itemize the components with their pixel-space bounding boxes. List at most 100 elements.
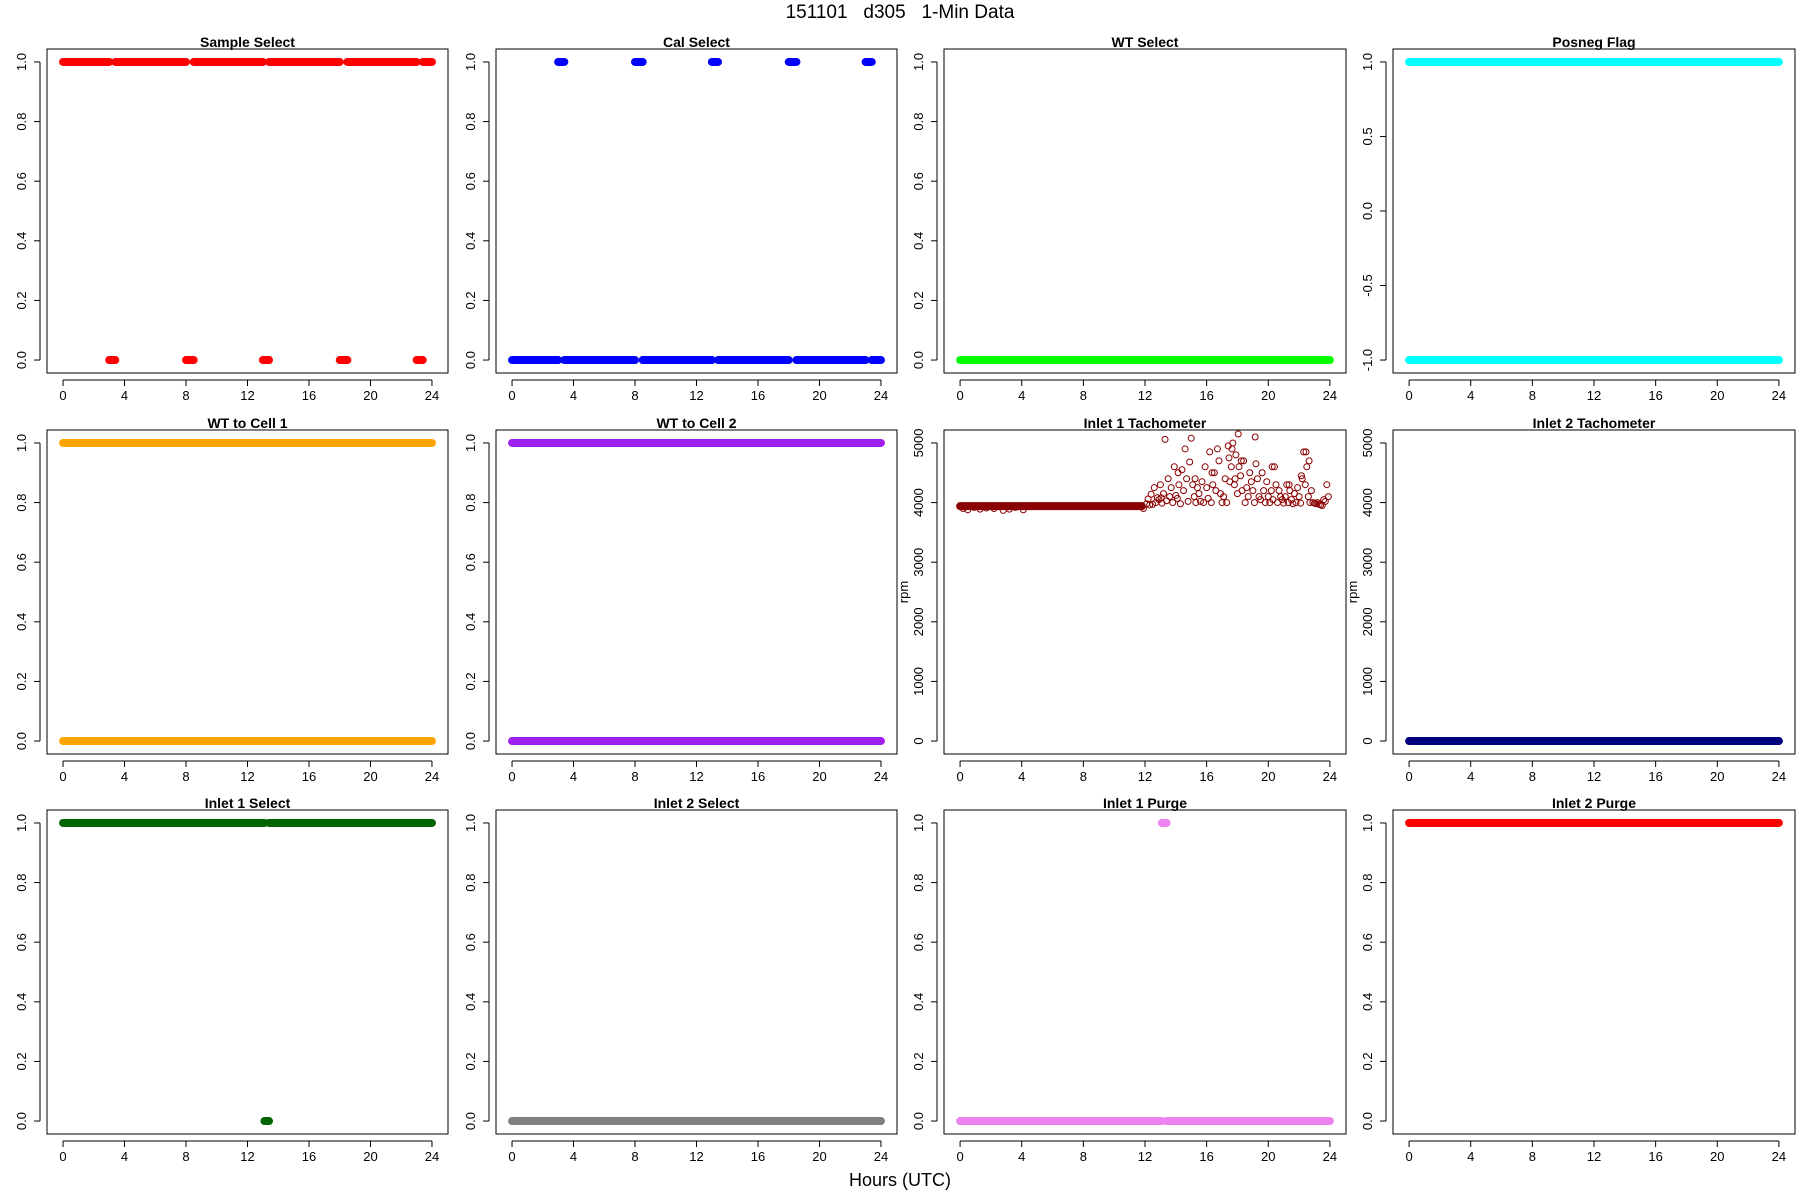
inlet-1-tachometer-data-point xyxy=(1150,484,1158,492)
inlet-1-purge-x-tick-label: 24 xyxy=(1323,1149,1337,1164)
inlet-1-purge-x-tick-label: 16 xyxy=(1199,1149,1213,1164)
inlet-1-tachometer-data-point xyxy=(1240,457,1248,465)
inlet-1-tachometer-data-point xyxy=(964,506,972,514)
inlet-2-tachometer-x-tick-label: 8 xyxy=(1529,769,1536,784)
wt-select-y-tick-label: 0.8 xyxy=(911,113,926,131)
inlet-2-tachometer-y-label: rpm xyxy=(1345,581,1360,603)
inlet-1-purge-y-tick-label: 0.2 xyxy=(911,1052,926,1070)
inlet-2-tachometer-x-tick-label: 16 xyxy=(1648,769,1662,784)
inlet-2-tachometer-title: Inlet 2 Tachometer xyxy=(1533,415,1656,431)
wt-select-y-tick-label: 0.6 xyxy=(911,172,926,190)
inlet-1-tachometer-data-point xyxy=(1272,481,1280,489)
inlet-1-select-y-tick-label: 0.0 xyxy=(14,1112,29,1130)
posneg-flag-title: Posneg Flag xyxy=(1552,34,1635,50)
inlet-1-tachometer-x-tick-label: 20 xyxy=(1261,769,1275,784)
inlet-2-select-panel: Inlet 2 Select 0 4 8 12 16 20 24 0.0 0.2 0.4 0.6 0.8… xyxy=(463,795,898,1164)
posneg-flag-frame xyxy=(1392,48,1796,374)
inlet-2-purge-y-tick-label: 0.8 xyxy=(1360,874,1375,892)
inlet-1-tachometer-data-point xyxy=(1285,481,1293,489)
wt-to-cell-2-x-tick-label: 8 xyxy=(631,769,638,784)
inlet-1-purge-x-tick-label: 0 xyxy=(956,1149,963,1164)
inlet-1-tachometer-data-point xyxy=(1227,463,1235,471)
inlet-1-tachometer-data-point xyxy=(1283,481,1291,489)
inlet-1-tachometer-data-point xyxy=(1252,460,1260,468)
sample-select-x-tick-label: 8 xyxy=(182,388,189,403)
inlet-1-purge-y-tick-label: 0.6 xyxy=(911,933,926,951)
inlet-2-tachometer-x-tick-label: 12 xyxy=(1587,769,1601,784)
inlet-1-tachometer-data-point xyxy=(1270,463,1278,471)
inlet-2-select-x-tick-label: 4 xyxy=(570,1149,577,1164)
inlet-2-select-x-tick-label: 16 xyxy=(751,1149,765,1164)
posneg-flag-y-tick-label: 1.0 xyxy=(1360,53,1375,71)
inlet-2-select-y-tick-label: 0.6 xyxy=(463,933,478,951)
wt-to-cell-1-x-tick-label: 16 xyxy=(302,769,316,784)
inlet-1-tachometer-data-point xyxy=(1173,494,1181,502)
inlet-1-tachometer-data-point xyxy=(1230,481,1238,489)
inlet-1-tachometer-data-point xyxy=(1175,481,1183,489)
inlet-2-purge-x-tick-label: 16 xyxy=(1648,1149,1662,1164)
inlet-2-tachometer-y-tick-label: 2000 xyxy=(1360,607,1375,636)
inlet-2-purge-x-tick-label: 20 xyxy=(1710,1149,1724,1164)
inlet-1-tachometer-data-point xyxy=(1170,463,1178,471)
inlet-1-tachometer-data-point xyxy=(1200,499,1208,507)
wt-select-y-tick-label: 0.4 xyxy=(911,232,926,250)
wt-to-cell-1-frame xyxy=(46,429,449,755)
inlet-2-purge-y-tick-label: 0.4 xyxy=(1360,993,1375,1011)
inlet-1-purge-title: Inlet 1 Purge xyxy=(1103,795,1187,811)
inlet-1-tachometer-x-tick-label: 24 xyxy=(1323,769,1337,784)
inlet-1-tachometer-data-point xyxy=(1275,487,1283,495)
inlet-2-tachometer-frame xyxy=(1392,429,1796,755)
inlet-2-tachometer-x-tick-label: 0 xyxy=(1405,769,1412,784)
wt-to-cell-1-y-tick-label: 0.2 xyxy=(14,672,29,690)
inlet-1-tachometer-data-point xyxy=(1260,487,1268,495)
inlet-1-tachometer-data-point xyxy=(1280,499,1288,507)
inlet-2-select-x-tick-label: 8 xyxy=(631,1149,638,1164)
inlet-1-tachometer-data-point xyxy=(1304,493,1312,501)
sample-select-y-tick-label: 0.6 xyxy=(14,172,29,190)
inlet-2-purge-x-tick-label: 12 xyxy=(1587,1149,1601,1164)
posneg-flag-x-tick-label: 12 xyxy=(1587,388,1601,403)
inlet-1-tachometer-data-point xyxy=(1187,434,1195,442)
wt-to-cell-2-title: WT to Cell 2 xyxy=(656,415,736,431)
sample-select-y-tick-label: 0.8 xyxy=(14,113,29,131)
inlet-2-tachometer-y-tick-label: 5000 xyxy=(1360,428,1375,457)
inlet-1-tachometer-title: Inlet 1 Tachometer xyxy=(1084,415,1207,431)
inlet-1-tachometer-x-tick-label: 0 xyxy=(956,769,963,784)
inlet-1-tachometer-y-tick-label: 1000 xyxy=(911,667,926,696)
inlet-1-tachometer-data-point xyxy=(1146,501,1154,509)
posneg-flag-x-tick-label: 20 xyxy=(1710,388,1724,403)
inlet-2-select-frame xyxy=(495,809,898,1135)
wt-select-x-tick-label: 16 xyxy=(1199,388,1213,403)
sample-select-x-tick-label: 12 xyxy=(240,388,254,403)
cal-select-title: Cal Select xyxy=(663,34,730,50)
inlet-1-tachometer-y-label: rpm xyxy=(896,581,911,603)
inlet-1-tachometer-data-point xyxy=(1184,497,1192,505)
inlet-1-tachometer-data-point xyxy=(1005,505,1013,513)
inlet-1-select-x-tick-label: 24 xyxy=(425,1149,439,1164)
inlet-1-tachometer-data-point xyxy=(1012,503,1020,511)
wt-to-cell-1-y-tick-label: 0.4 xyxy=(14,613,29,631)
inlet-1-tachometer-data-point xyxy=(959,505,967,513)
inlet-2-tachometer-y-tick-label: 3000 xyxy=(1360,548,1375,577)
posneg-flag-panel: Posneg Flag 0 4 8 12 16 20 24 -1.0 -0.5 0.0 0.5 1.0 xyxy=(1360,34,1796,403)
inlet-1-tachometer-x-tick-label: 16 xyxy=(1199,769,1213,784)
inlet-1-tachometer-data-point xyxy=(1295,493,1303,501)
inlet-1-tachometer-data-point xyxy=(1289,500,1297,508)
wt-to-cell-2-y-tick-label: 0.0 xyxy=(463,732,478,750)
wt-to-cell-1-x-tick-label: 24 xyxy=(425,769,439,784)
inlet-1-tachometer-data-point xyxy=(1300,448,1308,456)
inlet-1-tachometer-data-point xyxy=(1292,499,1300,507)
inlet-1-select-panel: Inlet 1 Select 0 4 8 12 16 20 24 0.0 0.2 0.4 0.6 0.8… xyxy=(14,795,449,1164)
inlet-1-tachometer-data-point xyxy=(1232,451,1240,459)
inlet-1-tachometer-data-point xyxy=(1307,487,1315,495)
inlet-2-select-y-tick-label: 0.2 xyxy=(463,1052,478,1070)
inlet-1-tachometer-frame xyxy=(943,429,1347,755)
inlet-1-purge-y-tick-label: 0.8 xyxy=(911,874,926,892)
wt-to-cell-1-title: WT to Cell 1 xyxy=(207,415,287,431)
inlet-1-tachometer-data-point xyxy=(1213,445,1221,453)
wt-to-cell-1-x-tick-label: 20 xyxy=(363,769,377,784)
inlet-1-tachometer-y-tick-label: 5000 xyxy=(911,428,926,457)
sample-select-x-tick-label: 4 xyxy=(121,388,128,403)
wt-to-cell-2-x-tick-label: 16 xyxy=(751,769,765,784)
inlet-1-select-y-tick-label: 0.8 xyxy=(14,874,29,892)
